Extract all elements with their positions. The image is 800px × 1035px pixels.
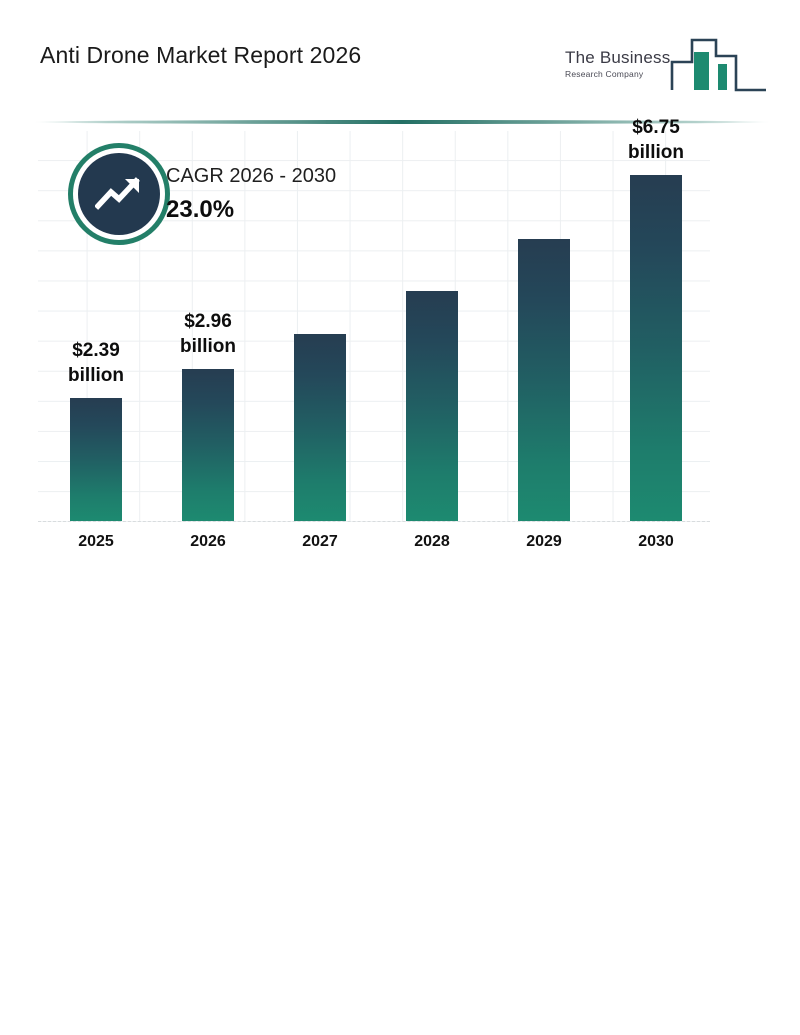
cagr-badge-circle — [78, 153, 160, 235]
company-logo: The Business Research Company — [565, 28, 770, 100]
bar-chart-logo-icon — [670, 28, 768, 105]
trending-up-icon — [94, 173, 143, 220]
bar-2027 — [294, 334, 346, 521]
chart-baseline — [38, 521, 710, 522]
bar-2028 — [406, 291, 458, 521]
header-divider — [34, 120, 770, 124]
x-axis-label-2027: 2027 — [302, 533, 338, 550]
value-label-2030: $6.75 billion — [628, 117, 684, 164]
logo-line-1: The Business — [565, 48, 671, 67]
bar-2026 — [182, 369, 234, 521]
x-axis-label-2026: 2026 — [190, 533, 226, 550]
logo-line-2: Research Company — [565, 69, 644, 79]
value-label-2026: $2.96 billion — [180, 311, 236, 358]
value-label-2025: $2.39 billion — [68, 340, 124, 387]
page-title: Anti Drone Market Report 2026 — [40, 42, 362, 68]
cagr-label: CAGR 2026 - 2030 — [166, 165, 337, 187]
cagr-text: CAGR 2026 - 2030 23.0% — [166, 165, 336, 224]
x-axis-label-2025: 2025 — [78, 533, 114, 550]
x-axis-label-2030: 2030 — [638, 533, 674, 550]
cagr-value: 23.0% — [166, 196, 235, 223]
chart-infographic: Anti Drone Market Report 2026 The Busine… — [34, 28, 770, 550]
chart-plot-area — [38, 131, 710, 522]
bar-2029 — [518, 239, 570, 521]
bar-2025 — [70, 398, 122, 521]
logo-text: The Business Research Company — [565, 48, 683, 79]
bar-2030 — [630, 175, 682, 521]
x-axis-label-2028: 2028 — [414, 533, 450, 550]
x-axis-label-2029: 2029 — [526, 533, 562, 550]
